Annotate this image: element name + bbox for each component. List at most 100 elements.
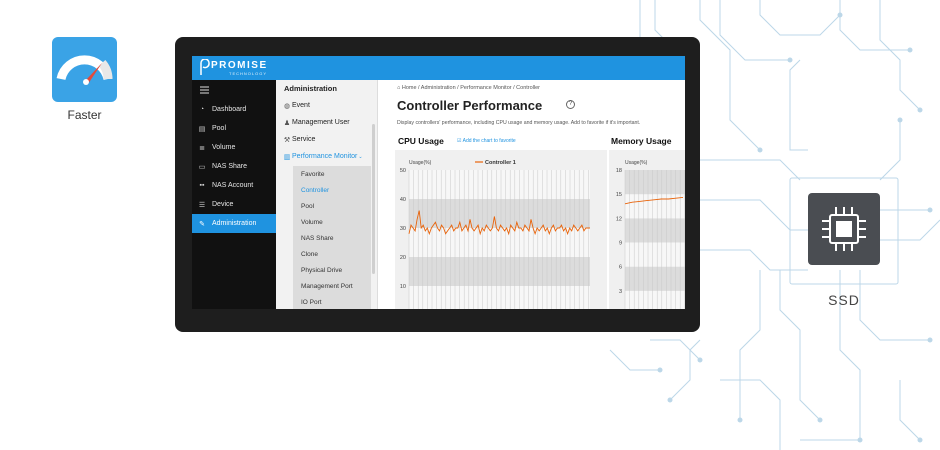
subnav-scrollbar[interactable] (372, 124, 375, 274)
sidebar-item-label: Pool (212, 125, 227, 132)
subnav-child-controller[interactable]: Controller (293, 182, 371, 198)
grid-band (625, 170, 685, 195)
memory-usage-chart: 18 15 12 9 6 3 Usage(%) (609, 150, 685, 309)
sidebar-item-label: Device (212, 201, 234, 208)
sidebar-item-label: NAS Share (212, 163, 248, 170)
grid-band (625, 242, 685, 267)
brand-subtitle: TECHNOLOGY (229, 71, 268, 76)
faster-badge (52, 37, 117, 102)
grid-band (625, 266, 685, 291)
y-tick-label: 6 (619, 265, 622, 271)
sidebar-item-label: Dashboard (212, 106, 247, 113)
y-tick-label: 3 (619, 289, 622, 295)
y-axis-label: Usage(%) (409, 160, 432, 166)
legend-label: Controller 1 (485, 160, 516, 166)
help-icon[interactable]: ? (566, 100, 575, 109)
subnav-item-management-user[interactable]: ♟ Management User (276, 114, 371, 131)
subnav-child-clone[interactable]: Clone (293, 246, 371, 262)
subnav-item-label: Performance Monitor (292, 153, 358, 160)
sidebar-item-label: NAS Account (212, 182, 254, 189)
sidebar-item-nas-account[interactable]: ▪▪ NAS Account (192, 176, 276, 195)
subnav-child-pool[interactable]: Pool (293, 198, 371, 214)
app-screen: PROMISE TECHNOLOGY ◔ Dashboard ▤ Pool ≣ … (192, 56, 685, 309)
memory-usage-chart-svg: 18 15 12 9 6 3 Usage(%) (616, 160, 685, 309)
y-tick-label: 40 (400, 197, 406, 203)
grid-band (409, 286, 590, 309)
dashboard-icon: ◔ (199, 106, 205, 113)
sidebar-item-pool[interactable]: ▤ Pool (192, 119, 276, 138)
sidebar-item-label: Volume (212, 144, 236, 151)
ssd-label: SSD (828, 292, 860, 308)
account-icon: ▪▪ (199, 182, 205, 189)
subnav-item-label: Management User (292, 119, 350, 126)
add-to-favorite-link[interactable]: ☑ Add the chart to favorite (457, 138, 516, 144)
y-tick-label: 20 (400, 255, 406, 261)
subnav-title: Administration (284, 84, 337, 93)
y-tick-label: 15 (616, 192, 622, 198)
subnav-item-label: Service (292, 136, 316, 143)
grid-band (409, 257, 590, 286)
app-header: PROMISE TECHNOLOGY (192, 56, 685, 80)
sidebar-item-administration[interactable]: ✎ Administration (192, 214, 276, 233)
memory-usage-title: Memory Usage (611, 136, 672, 146)
grid-band (409, 199, 590, 228)
subnav-child-nas-share[interactable]: NAS Share (293, 230, 371, 246)
checkbox-icon: ☑ (457, 138, 462, 144)
hamburger-icon[interactable] (200, 86, 209, 94)
page-title: Controller Performance (397, 98, 543, 113)
grid-band (625, 290, 685, 309)
subnav-child-management-port[interactable]: Management Port (293, 278, 371, 294)
subnav-child-volume[interactable]: Volume (293, 214, 371, 230)
faster-label: Faster (67, 108, 102, 122)
administration-subnav: Administration ◍ Event ♟ Management User… (276, 80, 378, 309)
device-icon: ☰ (198, 201, 206, 209)
grid-band (409, 170, 590, 199)
subnav-child-favorite[interactable]: Favorite (293, 166, 371, 182)
y-tick-label: 9 (619, 241, 622, 247)
y-tick-label: 50 (400, 168, 406, 174)
main-content: ⌂ Home / Administration / Performance Mo… (378, 80, 685, 309)
y-tick-label: 10 (400, 284, 406, 290)
cpu-usage-title: CPU Usage (398, 136, 444, 146)
sidebar-item-device[interactable]: ☰ Device (192, 195, 276, 214)
y-tick-label: 12 (616, 216, 622, 222)
y-tick-label: 30 (400, 226, 406, 232)
subnav-item-service[interactable]: ⚒ Service (276, 131, 371, 148)
chip-icon (822, 207, 866, 251)
grid-band (625, 218, 685, 243)
folder-icon: ▭ (198, 163, 206, 171)
chart-icon: ▥ (283, 153, 291, 161)
sidebar: ◔ Dashboard ▤ Pool ≣ Volume ▭ NAS Share … (192, 80, 276, 309)
user-icon: ♟ (283, 119, 291, 127)
service-icon: ⚒ (283, 136, 291, 144)
volume-icon: ≣ (199, 144, 205, 152)
subnav-item-performance-monitor[interactable]: ▥ Performance Monitor ⌄ (276, 148, 371, 165)
subnav-item-event[interactable]: ◍ Event (276, 97, 371, 114)
subnav-child-physical-drive[interactable]: Physical Drive (293, 262, 371, 278)
sidebar-item-label: Administration (212, 220, 257, 227)
cpu-usage-chart-svg: 50 40 30 20 10 Usage(%) Controller 1 (400, 160, 590, 309)
pool-icon: ▤ (198, 125, 206, 133)
tablet-frame: PROMISE TECHNOLOGY ◔ Dashboard ▤ Pool ≣ … (175, 37, 700, 332)
breadcrumb[interactable]: ⌂ Home / Administration / Performance Mo… (397, 85, 541, 91)
sidebar-item-volume[interactable]: ≣ Volume (192, 138, 276, 157)
wrench-icon: ✎ (199, 220, 205, 228)
speedometer-icon (56, 55, 113, 85)
sidebar-item-dashboard[interactable]: ◔ Dashboard (192, 100, 276, 119)
cpu-usage-chart: 50 40 30 20 10 Usage(%) Controller 1 (395, 150, 607, 309)
promise-logo-icon (200, 59, 210, 75)
add-to-favorite-label: Add the chart to favorite (462, 138, 516, 144)
event-icon: ◍ (283, 102, 291, 110)
page-description: Display controllers' performance, includ… (397, 120, 641, 126)
chevron-down-icon: ⌄ (358, 153, 363, 160)
series-line (408, 210, 590, 236)
ssd-badge (808, 193, 880, 265)
series-line (624, 196, 684, 205)
sidebar-item-nas-share[interactable]: ▭ NAS Share (192, 157, 276, 176)
y-axis-label: Usage(%) (625, 160, 648, 166)
subnav-item-label: Event (292, 102, 310, 109)
subnav-child-io-port[interactable]: IO Port (293, 294, 371, 309)
brand-name: PROMISE (211, 60, 268, 71)
y-tick-label: 18 (616, 168, 622, 174)
